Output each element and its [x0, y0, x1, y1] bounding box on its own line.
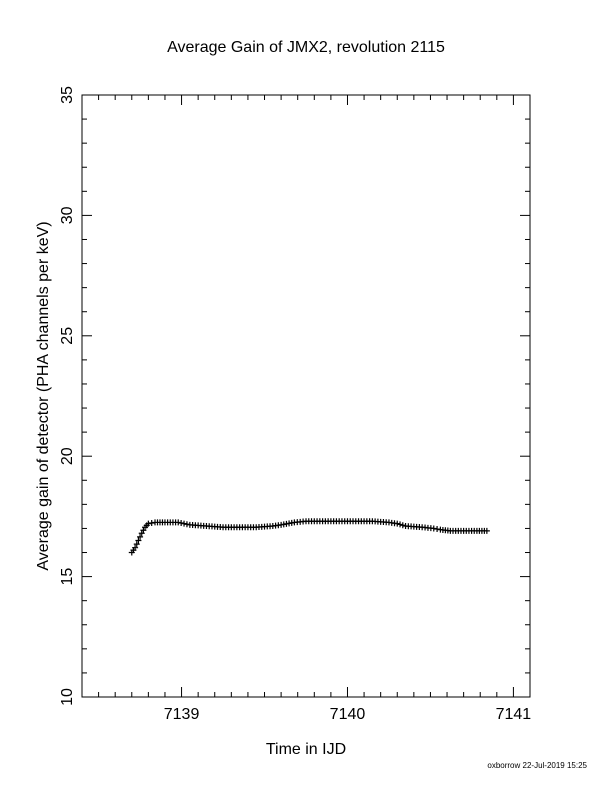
data-point-fill — [316, 518, 323, 525]
data-point-fill — [133, 541, 140, 548]
data-point-fill — [391, 520, 398, 527]
x-tick-label: 7141 — [496, 706, 532, 723]
data-point-fill — [383, 519, 390, 526]
data-point-fill — [481, 527, 488, 534]
chart-title: Average Gain of JMX2, revolution 2115 — [167, 39, 445, 56]
data-point-fill — [130, 547, 137, 554]
data-point-fill — [416, 524, 423, 531]
data-point-fill — [250, 524, 257, 531]
x-axis-ticks: 7139 7140 7141 — [81, 95, 532, 723]
data-point-fill — [333, 518, 340, 525]
y-tick-label: 15 — [59, 568, 76, 586]
data-point-fill — [143, 522, 150, 529]
data-point-fill — [172, 519, 179, 526]
y-tick-label: 35 — [59, 86, 76, 104]
data-point-fill — [159, 519, 166, 526]
y-axis-label: Average gain of detector (PHA channels p… — [35, 221, 52, 570]
y-tick-label: 10 — [59, 688, 76, 706]
data-point-fill — [457, 527, 464, 534]
data-point-fill — [178, 520, 185, 527]
data-point-fill — [427, 525, 434, 532]
data-point — [138, 530, 145, 537]
data-point-fill — [148, 520, 155, 527]
data-point-fill — [366, 518, 373, 525]
data-point-fill — [275, 522, 282, 529]
data-point-fill — [217, 524, 224, 531]
data-point-fill — [200, 522, 207, 529]
data-point-fill — [183, 521, 190, 528]
y-tick-label: 30 — [59, 206, 76, 224]
data-point-fill — [444, 527, 451, 534]
data-point-fill — [181, 520, 188, 527]
footer-stamp: oxborrow 22-Jul-2019 15:25 — [487, 761, 587, 770]
data-point — [135, 537, 142, 544]
data-point-fill — [137, 533, 144, 540]
data-point-fill — [434, 526, 441, 533]
data-point-fill — [300, 518, 307, 525]
x-tick-label: 7139 — [164, 706, 200, 723]
data-points — [128, 518, 490, 556]
data-point-fill — [471, 527, 478, 534]
y-tick-label: 25 — [59, 327, 76, 345]
x-axis-label: Time in IJD — [266, 741, 346, 758]
data-point-fill — [140, 527, 147, 534]
data-point-fill — [288, 519, 295, 526]
data-point-fill — [350, 518, 357, 525]
data-point-fill — [267, 523, 274, 530]
data-point-fill — [399, 522, 406, 529]
data-point-fill — [233, 524, 240, 531]
x-tick-label: 7140 — [330, 706, 366, 723]
y-axis-ticks: 10 15 20 25 30 35 — [59, 86, 530, 706]
data-point-fill — [397, 521, 404, 528]
y-tick-label: 20 — [59, 447, 76, 465]
plot-frame — [81, 94, 531, 698]
